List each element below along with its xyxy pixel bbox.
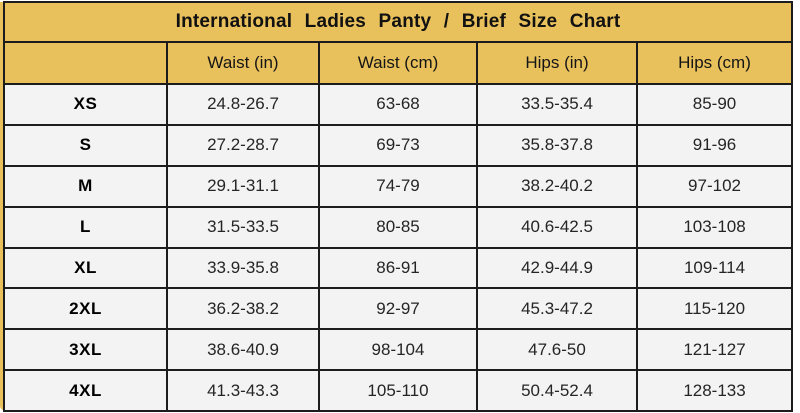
measurement-cell: 50.4-52.4: [476, 369, 638, 412]
measurement-cell: 80-85: [318, 205, 478, 249]
column-header-waist-cm: Waist (cm): [318, 41, 478, 85]
table-row: 3XL 38.6-40.9 98-104 47.6-50 121-127: [3, 328, 794, 372]
measurement-cell: 103-108: [635, 205, 794, 249]
measurement-cell: 91-96: [635, 123, 794, 167]
measurement-cell: 42.9-44.9: [476, 246, 638, 290]
table-row: 4XL 41.3-43.3 105-110 50.4-52.4 128-133: [3, 369, 794, 412]
measurement-cell: 40.6-42.5: [476, 205, 638, 249]
measurement-cell: 92-97: [318, 287, 478, 331]
title-row: International Ladies Panty / Brief Size …: [2, 1, 794, 43]
column-header-row: Waist (in) Waist (cm) Hips (in) Hips (cm…: [3, 41, 794, 85]
measurement-cell: 105-110: [318, 369, 478, 412]
measurement-cell: 24.8-26.7: [166, 83, 320, 126]
measurement-cell: 38.6-40.9: [166, 328, 320, 372]
table-row: M 29.1-31.1 74-79 38.2-40.2 97-102: [3, 164, 794, 208]
measurement-cell: 86-91: [318, 246, 478, 290]
measurement-cell: 63-68: [318, 83, 478, 126]
measurement-cell: 36.2-38.2: [166, 287, 320, 331]
measurement-cell: 98-104: [318, 328, 478, 372]
measurement-cell: 45.3-47.2: [476, 287, 638, 331]
table-row: S 27.2-28.7 69-73 35.8-37.8 91-96: [3, 123, 794, 167]
size-table-body: XS 24.8-26.7 63-68 33.5-35.4 85-90 S 27.2-28.7…: [3, 83, 794, 412]
measurement-cell: 97-102: [635, 164, 794, 208]
column-header-hips-in: Hips (in): [476, 41, 638, 85]
size-label: XS: [3, 83, 168, 126]
measurement-cell: 33.9-35.8: [166, 246, 320, 290]
measurement-cell: 47.6-50: [476, 328, 638, 372]
size-label: XL: [3, 246, 168, 290]
table-row: XL 33.9-35.8 86-91 42.9-44.9 109-114: [3, 246, 794, 290]
table-row: L 31.5-33.5 80-85 40.6-42.5 103-108: [3, 205, 794, 249]
measurement-cell: 29.1-31.1: [166, 164, 320, 208]
size-label: 2XL: [3, 287, 168, 331]
measurement-cell: 121-127: [635, 328, 794, 372]
column-header-hips-cm: Hips (cm): [635, 41, 794, 85]
measurement-cell: 27.2-28.7: [166, 123, 320, 167]
size-label: 4XL: [3, 369, 168, 412]
measurement-cell: 35.8-37.8: [476, 123, 638, 167]
measurement-cell: 109-114: [635, 246, 794, 290]
measurement-cell: 38.2-40.2: [476, 164, 638, 208]
column-header-size: [3, 41, 168, 85]
measurement-cell: 115-120: [635, 287, 794, 331]
measurement-cell: 31.5-33.5: [166, 205, 320, 249]
chart-title: International Ladies Panty / Brief Size …: [2, 1, 794, 43]
measurement-cell: 128-133: [635, 369, 794, 412]
table-row: 2XL 36.2-38.2 92-97 45.3-47.2 115-120: [3, 287, 794, 331]
measurement-cell: 69-73: [318, 123, 478, 167]
measurement-cell: 33.5-35.4: [476, 83, 638, 126]
table-row: XS 24.8-26.7 63-68 33.5-35.4 85-90: [3, 83, 794, 126]
size-label: M: [3, 164, 168, 208]
measurement-cell: 85-90: [635, 83, 794, 126]
gold-left-edge: [0, 2, 4, 410]
size-label: S: [3, 123, 168, 167]
measurement-cell: 74-79: [318, 164, 478, 208]
size-label: 3XL: [3, 328, 168, 372]
measurement-cell: 41.3-43.3: [166, 369, 320, 412]
column-header-waist-in: Waist (in): [166, 41, 320, 85]
size-label: L: [3, 205, 168, 249]
